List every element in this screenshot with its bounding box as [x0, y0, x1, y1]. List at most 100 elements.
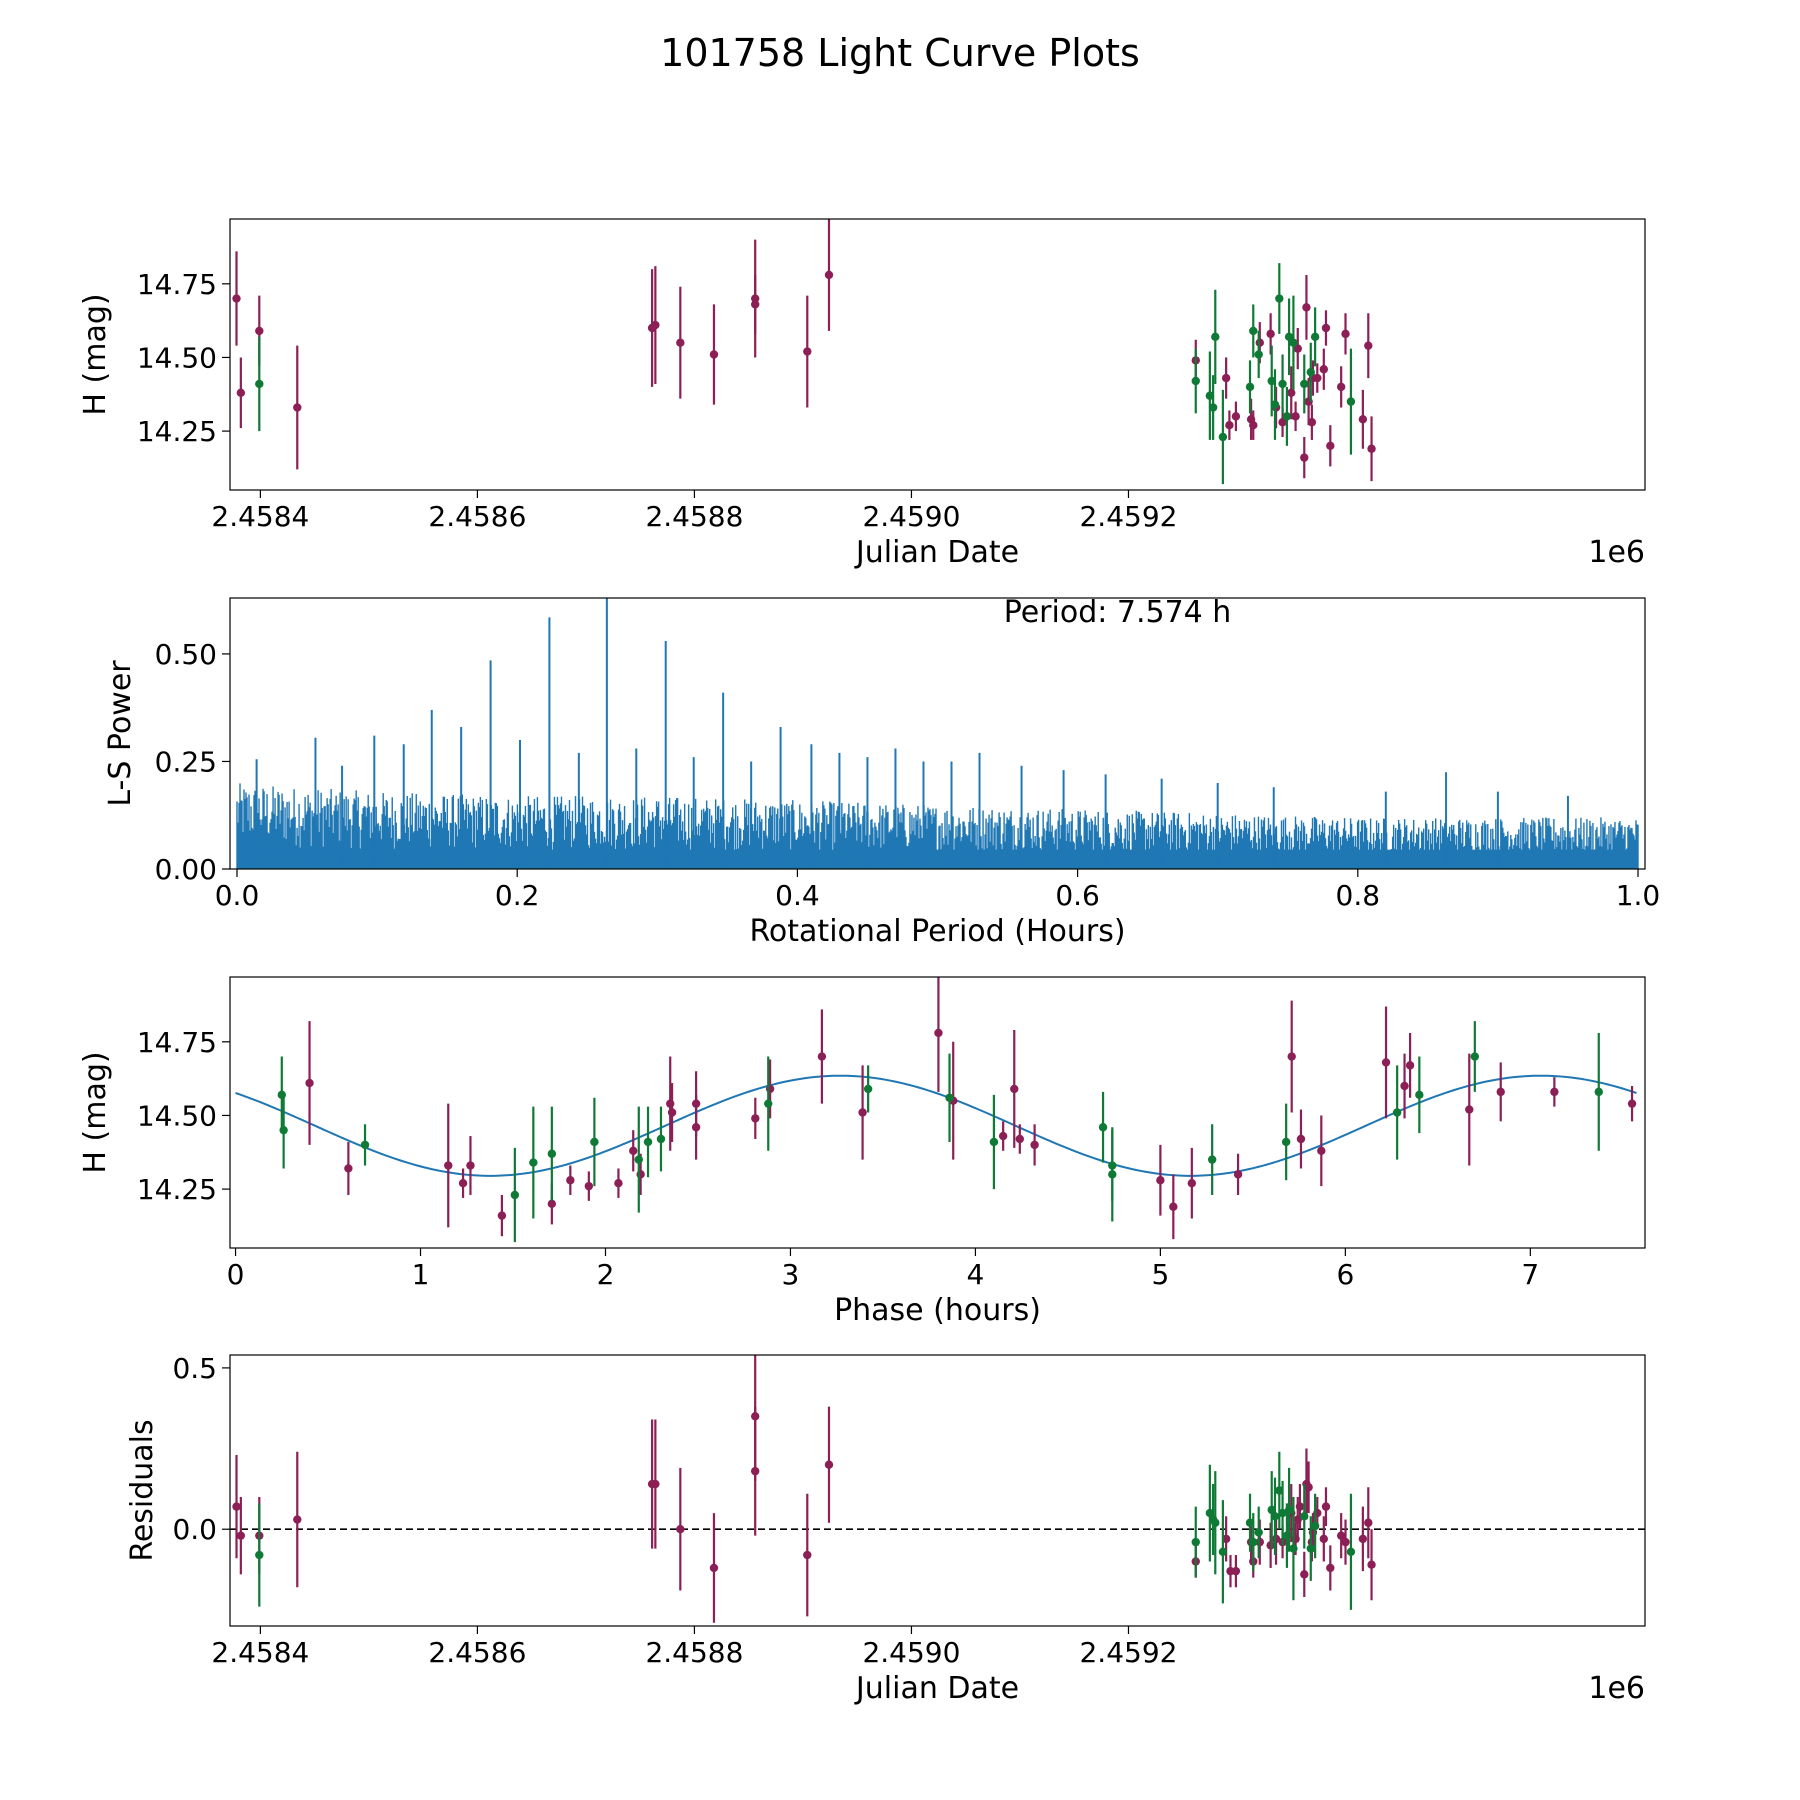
- residuals-y-tick-label: 0.5: [172, 1352, 217, 1385]
- lightcurve-data-point: [1326, 441, 1335, 451]
- residuals-data-point: [1270, 1512, 1280, 1521]
- phased-data-point: [1010, 1084, 1019, 1094]
- phased-data-point: [1415, 1090, 1424, 1100]
- lightcurve-data-point: [1275, 294, 1284, 303]
- periodogram-axes: 0.0 0.2 0.4 0.6 0.8 1.0 0.00 0.25 0.50 Rotational…: [103, 638, 1660, 949]
- residuals-data-point: [1358, 1534, 1368, 1544]
- lightcurve-data-point: [1266, 329, 1275, 339]
- residuals-data-point: [676, 1525, 685, 1534]
- phased-x-tick-label: 4: [967, 1258, 985, 1291]
- residuals-data-point: [1218, 1547, 1228, 1556]
- residuals-data-point: [1300, 1512, 1309, 1521]
- lightcurve-data-point: [1336, 382, 1346, 392]
- phased-data-point: [497, 1211, 507, 1220]
- lightcurve-y-tick-label: 14.50: [137, 341, 217, 374]
- residuals-data-point: [1364, 1518, 1373, 1527]
- lightcurve-data-point: [750, 300, 760, 309]
- residuals-data-point: [1341, 1537, 1350, 1547]
- residuals-data-point: [1278, 1508, 1287, 1518]
- residuals-x-axis-label: Julian Date: [854, 1671, 1019, 1706]
- phased-data-point: [529, 1158, 538, 1167]
- lightcurve-data-point: [1293, 344, 1302, 353]
- phased-data-point: [817, 1052, 827, 1061]
- phased-x-axis-label: Phase (hours): [834, 1293, 1041, 1328]
- residuals-data-point: [236, 1531, 246, 1540]
- residuals-data-point: [709, 1563, 719, 1573]
- lightcurve-data-point: [1287, 388, 1296, 397]
- lightcurve-data-point: [1284, 332, 1294, 342]
- residuals-x-tick-label: 2.4590: [862, 1636, 960, 1669]
- phased-data-point: [1287, 1052, 1296, 1061]
- lightcurve-data-point: [293, 403, 302, 412]
- residuals-data-point: [1304, 1483, 1313, 1492]
- residuals-frame: [229, 1354, 1646, 1627]
- residuals-data-point: [1282, 1531, 1292, 1540]
- lightcurve-series-r-band: [232, 219, 1376, 482]
- residuals-data-point: [651, 1479, 660, 1489]
- phased-data-point: [547, 1149, 557, 1158]
- lightcurve-x-axis-label: Julian Date: [854, 535, 1019, 570]
- residuals-data-point: [255, 1550, 264, 1560]
- phased-data-point: [1015, 1134, 1025, 1144]
- residuals-x-tick-label: 2.4588: [645, 1636, 743, 1669]
- lightcurve-data-point: [1278, 379, 1287, 389]
- lightcurve-data-point: [1221, 373, 1231, 383]
- lightcurve-data-point: [1319, 365, 1329, 374]
- phased-data-point: [1392, 1108, 1402, 1117]
- periodogram-x-tick-label: 0.4: [775, 879, 820, 912]
- phased-data-point: [858, 1108, 867, 1117]
- residuals-data-point: [1306, 1544, 1315, 1553]
- residuals-data-point: [232, 1502, 241, 1511]
- lightcurve-series-g-band: [255, 263, 1356, 485]
- lightcurve-x-tick-label: 2.4584: [211, 500, 309, 533]
- phased-data-point: [584, 1181, 594, 1191]
- periodogram-x-tick-label: 0.8: [1336, 879, 1381, 912]
- lightcurve-data-point: [651, 320, 660, 330]
- lightcurve-data-point: [1346, 397, 1356, 406]
- periodogram-y-tick-label: 0.00: [155, 853, 217, 886]
- residuals-data-point: [1231, 1566, 1241, 1576]
- phased-data-point: [590, 1137, 599, 1147]
- phased-data-point: [1281, 1137, 1291, 1147]
- periodogram-frame: [229, 597, 1646, 870]
- phased-axes: 0 1 2 3 4 5 6 7 14.25 14.50 14.75 Phase (hours) H (m…: [78, 1026, 1539, 1328]
- phased-data-point: [656, 1134, 666, 1144]
- phased-series-g-band: [277, 1021, 1603, 1243]
- lightcurve-data-point: [1300, 453, 1309, 462]
- phased-data-point: [1030, 1140, 1039, 1150]
- phased-data-point: [1550, 1087, 1559, 1097]
- residuals-series-g-band: [255, 1451, 1356, 1610]
- phased-x-tick-label: 6: [1336, 1258, 1354, 1291]
- phased-data-point: [934, 1028, 943, 1038]
- phased-data-point: [1207, 1155, 1217, 1164]
- lightcurve-data-point: [1245, 382, 1255, 392]
- phased-data-point: [1594, 1087, 1603, 1097]
- phased-data-point: [466, 1161, 475, 1170]
- lightcurve-x-tick-label: 2.4590: [862, 500, 960, 533]
- phased-x-tick-label: 7: [1521, 1258, 1539, 1291]
- lightcurve-data-point: [1367, 444, 1376, 453]
- phased-x-tick-label: 1: [412, 1258, 430, 1291]
- phased-data-point: [458, 1178, 468, 1188]
- lightcurve-y-tick-label: 14.25: [137, 415, 217, 448]
- phased-series-r-band: [305, 977, 1637, 1240]
- lightcurve-data-point: [1278, 418, 1287, 427]
- figure-title: 101758 Light Curve Plots: [660, 31, 1140, 75]
- residuals-data-point: [1367, 1560, 1376, 1569]
- phased-data-point: [344, 1164, 353, 1173]
- phased-x-tick-label: 3: [782, 1258, 800, 1291]
- lightcurve-data-point: [1307, 418, 1317, 427]
- residuals-data-point: [1205, 1508, 1215, 1518]
- periodogram-y-tick-label: 0.25: [155, 745, 217, 778]
- periodogram-x-axis-label: Rotational Period (Hours): [749, 914, 1125, 949]
- phased-data-point: [1296, 1134, 1306, 1144]
- lightcurve-data-point: [803, 347, 812, 356]
- residuals-data-point: [1326, 1563, 1335, 1573]
- lightcurve-data-point: [1218, 432, 1228, 442]
- phased-data-point: [1400, 1081, 1409, 1091]
- phased-data-point: [279, 1125, 288, 1135]
- residuals-data-point: [1191, 1537, 1200, 1547]
- residuals-data-point: [1267, 1505, 1276, 1515]
- phased-data-point: [1627, 1099, 1637, 1108]
